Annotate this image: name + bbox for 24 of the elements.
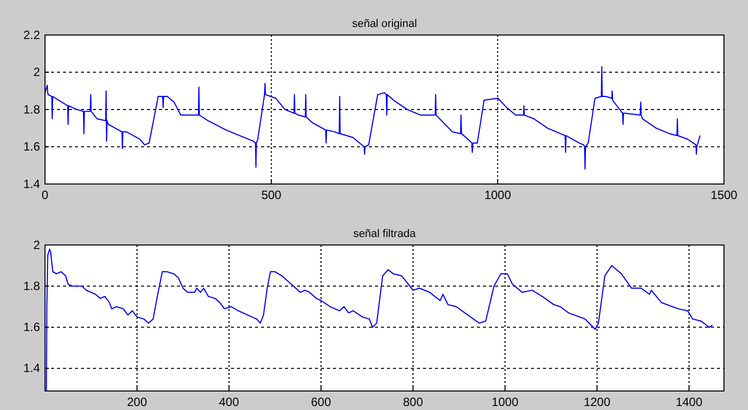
x-tick-label: 500	[261, 188, 282, 202]
x-tick-label: 1400	[676, 395, 703, 409]
chart-title: señal original	[352, 18, 417, 30]
y-tick-label: 1.8	[23, 102, 40, 116]
x-tick-label: 800	[403, 395, 424, 409]
y-tick-label: 1.6	[23, 140, 40, 154]
x-tick-label: 0	[42, 188, 49, 202]
line-series	[46, 248, 714, 392]
y-tick-label: 1.6	[23, 320, 40, 334]
y-tick-label: 2	[33, 238, 40, 252]
chart-title: señal filtrada	[353, 228, 417, 240]
line-series	[44, 66, 701, 170]
x-tick-label: 1500	[710, 188, 738, 202]
x-tick-label: 1000	[484, 188, 512, 202]
y-tick-label: 1.4	[23, 361, 40, 376]
y-tick-label: 2.2	[23, 28, 40, 42]
x-tick-label: 200	[126, 395, 148, 409]
x-tick-label: 400	[218, 395, 240, 409]
y-tick-label: 1.4	[23, 176, 40, 191]
x-tick-label: 600	[311, 395, 332, 409]
y-tick-label: 2	[33, 65, 40, 80]
x-tick-label: 1000	[492, 395, 519, 409]
y-tick-label: 1.8	[23, 278, 40, 293]
x-tick-label: 1200	[584, 395, 611, 409]
